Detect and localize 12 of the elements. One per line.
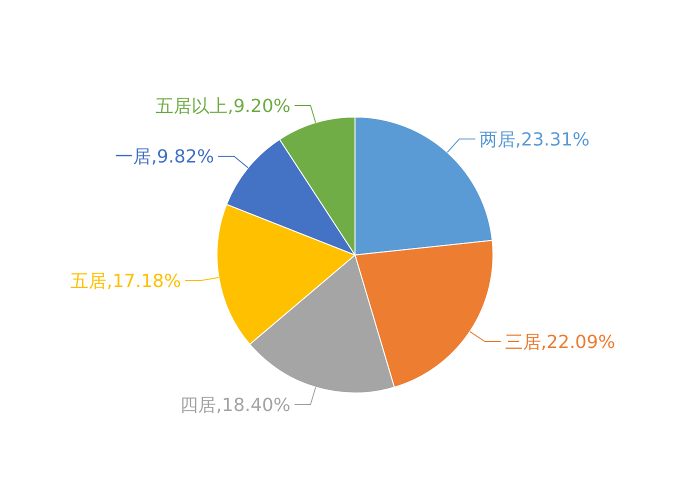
data-label: ,9.82% [151,146,214,168]
slice-label: 一居 [115,146,152,168]
data-label: ,23.31% [515,129,590,150]
data-label: ,17.18% [106,270,182,292]
slice-label: 两居 [479,129,516,150]
data-label: ,9.20% [228,96,291,117]
data-label: ,22.09% [540,332,616,353]
slice-label: 五居以上 [156,96,228,117]
slice-label: 四居 [180,394,216,416]
slice-label: 三居 [504,332,541,353]
data-label: ,18.40% [216,394,291,416]
slice-label: 五居 [70,270,107,292]
